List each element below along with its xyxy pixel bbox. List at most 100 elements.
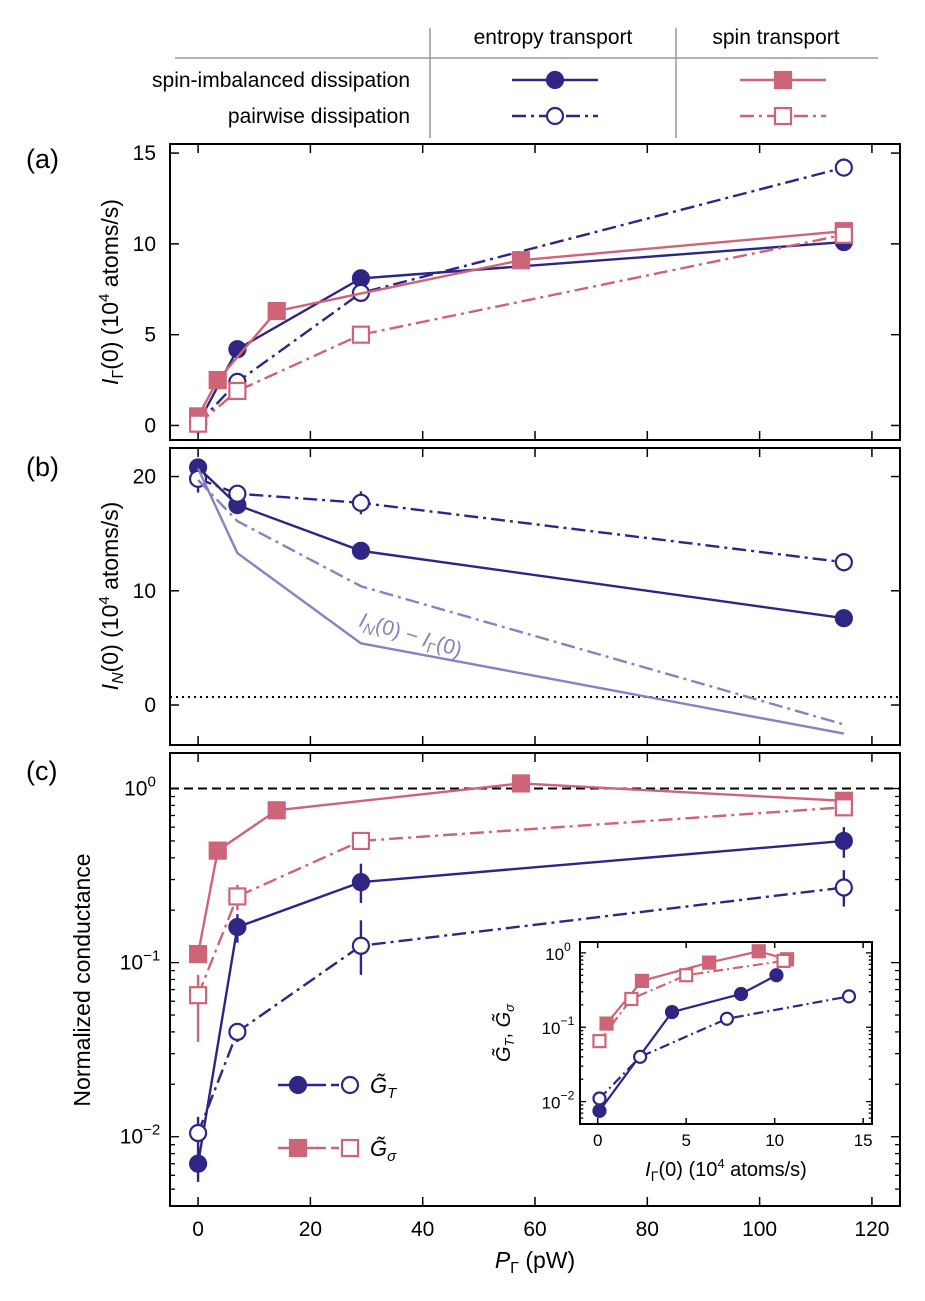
data-point [351, 325, 371, 344]
legend-sample-spin-pairwise [740, 106, 826, 126]
x-tick-label: 15 [854, 1131, 873, 1150]
data-point [599, 1016, 614, 1031]
y-axis-label-b: IN(0) (104 atoms/s) [96, 502, 127, 691]
y-tick-label: 5 [144, 324, 156, 347]
x-tick-label: 60 [523, 1218, 546, 1241]
legend-marker [340, 1138, 360, 1158]
data-point [834, 158, 853, 177]
legend-label: G̃σ [370, 1136, 397, 1165]
y-axis-label-c: Normalized conductance [69, 853, 95, 1106]
data-point [592, 1103, 607, 1119]
data-point [228, 917, 247, 937]
data-point [351, 541, 371, 560]
data-point [267, 801, 286, 820]
panel-a: 0 5 10 15 [133, 142, 901, 441]
legend-marker [773, 106, 793, 126]
series-line [196, 468, 845, 735]
series-3 [188, 225, 853, 433]
data-point [511, 251, 531, 270]
x-tick-label: 100 [742, 1218, 777, 1241]
inset-y-axis-label: G̃T, G̃σ [491, 1003, 517, 1062]
data-point [679, 968, 694, 983]
data-point [733, 986, 749, 1002]
series-line [598, 995, 850, 1100]
data-point [834, 878, 853, 897]
data-point [208, 841, 227, 860]
panel-label-b: (b) [26, 452, 59, 482]
x-axis-label: PΓ (pW) [495, 1247, 575, 1277]
legend-table: entropy transport spin transport spin-im… [152, 26, 878, 138]
panel-label-a: (a) [26, 144, 59, 174]
c-legend-T: G̃T [278, 1073, 398, 1102]
data-point [664, 1004, 680, 1020]
axes-frame [169, 143, 901, 441]
y-axis-label-a: IΓ(0) (104 atoms/s) [96, 199, 127, 385]
data-point [351, 936, 371, 955]
tick-label: 100 [124, 774, 156, 801]
tick-label: 10−1 [542, 1014, 575, 1038]
tick-label: 10−2 [542, 1089, 575, 1113]
legend-sample-spin-imbalanced [740, 70, 826, 90]
data-point [834, 553, 853, 572]
data-point [834, 609, 853, 628]
series-line [598, 959, 784, 1042]
data-point [769, 968, 784, 983]
series-3 [592, 953, 791, 1049]
legend-marker [340, 1075, 360, 1095]
tick-label: 100 [545, 940, 571, 964]
legend-label: G̃T [370, 1073, 398, 1102]
data-point [228, 381, 247, 401]
series-0 [592, 968, 784, 1119]
series-0 [188, 458, 853, 628]
y-tick-label: 0 [144, 694, 156, 717]
data-point [834, 225, 853, 244]
series-line [197, 166, 845, 425]
series-1 [188, 465, 853, 572]
x-tick-label: 80 [636, 1218, 659, 1241]
legend-marker [545, 70, 565, 90]
series-line [196, 886, 844, 1134]
data-point [208, 370, 227, 390]
data-point [834, 831, 853, 851]
axes-frame [579, 941, 873, 1125]
data-point [633, 1049, 648, 1064]
data-point [351, 493, 371, 512]
legend-marker [545, 106, 565, 126]
data-point [776, 953, 791, 968]
y-tick-label: 10 [133, 233, 156, 256]
legend-col-entropy: entropy transport [474, 26, 633, 49]
panel-b: 0 10 20 [133, 447, 901, 746]
series-3 [197, 479, 845, 726]
data-point [592, 1034, 607, 1049]
series-line [196, 806, 844, 996]
series-line [197, 479, 845, 726]
data-point [702, 955, 717, 970]
y-tick-label: 15 [133, 142, 156, 165]
data-point [267, 301, 286, 321]
data-point [624, 991, 639, 1007]
data-point [188, 1154, 208, 1173]
series-0 [188, 827, 853, 1182]
x-tick-label: 20 [299, 1218, 322, 1241]
x-tick-label: 5 [681, 1131, 690, 1150]
data-point [188, 986, 208, 1005]
legend-row-pairwise: pairwise dissipation [228, 105, 410, 128]
data-point [634, 973, 650, 988]
y-tick-label: 0 [144, 414, 156, 437]
axes-frame [169, 447, 901, 746]
data-point [228, 484, 247, 503]
data-point [834, 798, 853, 817]
x-tick-label: 120 [854, 1218, 889, 1241]
data-point [188, 944, 208, 964]
data-point [351, 831, 371, 851]
axes-frame [169, 752, 901, 1207]
legend-col-spin: spin transport [712, 26, 839, 49]
data-point [228, 1022, 247, 1042]
tick-label: 10−1 [120, 948, 161, 975]
series-1 [188, 158, 853, 433]
data-point [351, 873, 371, 892]
series-line [196, 839, 844, 1164]
inset-x-axis-label: IΓ(0) (104 atoms/s) [645, 1156, 807, 1184]
